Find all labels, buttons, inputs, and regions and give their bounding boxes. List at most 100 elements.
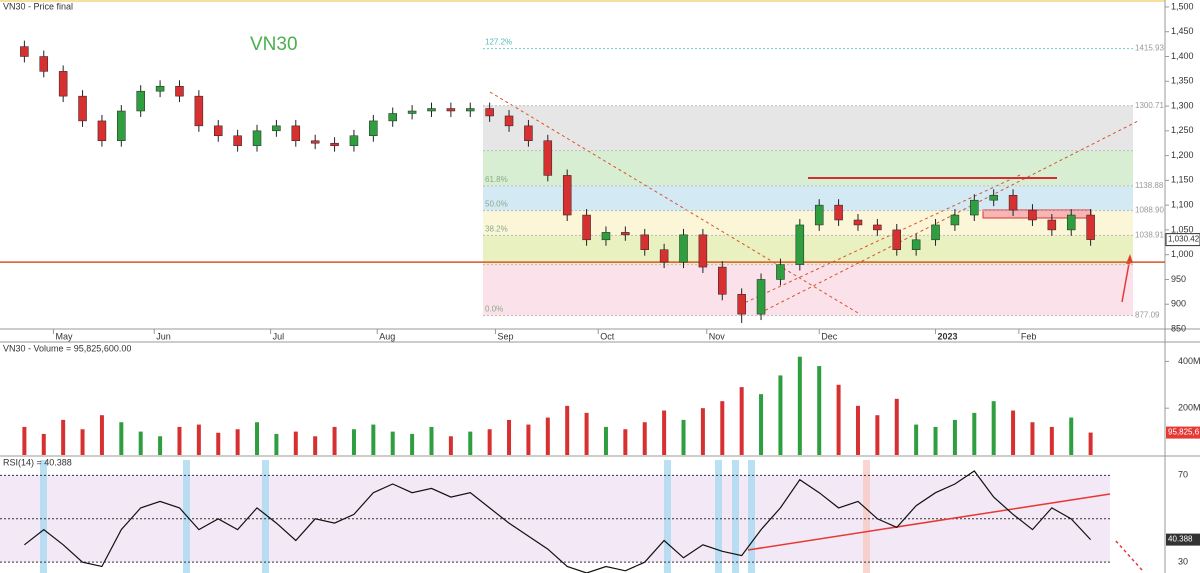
candle-body — [737, 294, 746, 315]
y-tick-label: 1,200 — [1171, 150, 1194, 160]
candle-body — [1047, 219, 1057, 231]
trend-line — [759, 119, 1141, 314]
volume-bar — [119, 422, 124, 455]
x-tick-label: 2023 — [938, 331, 958, 341]
candle-body — [601, 232, 611, 241]
candle-body — [194, 95, 204, 127]
volume-bar — [952, 419, 957, 455]
candle-body — [427, 108, 436, 112]
volume-bar — [332, 426, 337, 455]
candle-body — [621, 232, 630, 236]
y-tick-label: 1,100 — [1171, 200, 1194, 210]
rsi-line — [24, 470, 1092, 573]
fib-price: 1415.93 — [1135, 44, 1164, 53]
candle-body — [873, 224, 882, 231]
candle-body — [117, 110, 126, 141]
candle-body — [58, 71, 68, 97]
candle-body — [582, 214, 591, 241]
volume-bar — [1069, 417, 1074, 455]
y-tick-label: 1,050 — [1171, 224, 1194, 234]
volume-bar — [933, 426, 938, 455]
highlight — [40, 460, 47, 573]
y-tick-label: 1,350 — [1171, 76, 1194, 86]
fib-label: 61.8% — [485, 175, 508, 184]
volume-bar — [255, 422, 260, 455]
volume-bar — [468, 431, 473, 455]
volume-bar — [894, 398, 899, 455]
volume-bar — [448, 436, 453, 455]
chart-title: VN30 - Price final — [3, 1, 73, 11]
volume-bar — [972, 412, 977, 455]
fib-price: 1138.88 — [1135, 181, 1164, 190]
candle-body — [388, 113, 397, 122]
volume-bar — [138, 431, 143, 455]
candle-body — [1066, 214, 1076, 231]
fib-label: 50.0% — [485, 200, 508, 209]
candle-body — [1008, 194, 1018, 211]
candle-body — [504, 115, 514, 127]
candle-body — [20, 46, 29, 57]
candle-body — [640, 234, 649, 250]
volume-bar — [158, 436, 163, 455]
candle-body — [776, 264, 785, 280]
y-tick-label: 1,500 — [1171, 1, 1194, 11]
trend-line — [1121, 257, 1131, 303]
candle-body — [795, 224, 805, 265]
volume-bar — [720, 401, 725, 455]
fib-price: 877.09 — [1135, 311, 1160, 320]
volume-bar — [565, 405, 570, 455]
volume-bar — [177, 426, 182, 455]
candle-body — [659, 249, 669, 263]
x-tick-label: Jul — [273, 331, 285, 341]
volume-bar — [41, 433, 46, 455]
candle-body — [39, 56, 49, 72]
volume-bar — [313, 436, 318, 455]
candle-body — [524, 125, 533, 141]
highlight — [863, 460, 870, 573]
y-tick-label: 30 — [1178, 557, 1188, 567]
highlight — [664, 460, 671, 573]
volume-bar — [1030, 422, 1035, 455]
volume-bar — [196, 424, 201, 455]
last-rsi: 40.388 — [1168, 535, 1193, 544]
volume-title: VN30 - Volume = 95,825,600.00 — [3, 343, 131, 353]
fib-price: 1038.91 — [1135, 231, 1164, 240]
volume-bar — [80, 429, 85, 455]
y-tick-label: 850 — [1171, 323, 1186, 333]
fib-price: 1300.71 — [1135, 101, 1164, 110]
rsi-zone — [0, 475, 1110, 563]
volume-bar — [778, 375, 783, 455]
candle-body — [485, 108, 494, 117]
volume-bar — [545, 417, 550, 455]
volume-bar — [875, 415, 880, 455]
x-tick-label: Oct — [600, 331, 615, 341]
last-box — [1165, 233, 1200, 247]
highlight — [262, 460, 269, 573]
candle-body — [252, 130, 262, 146]
fib-band — [483, 235, 1133, 265]
volume-bar — [817, 366, 822, 455]
highlight — [715, 460, 722, 573]
volume-bar — [1011, 410, 1016, 455]
rsi-title: RSI(14) = 40.388 — [3, 457, 72, 467]
volume-bar — [274, 433, 279, 455]
volume-bar — [410, 433, 415, 455]
volume-bar — [797, 356, 802, 455]
candle-body — [272, 125, 281, 132]
highlight — [748, 460, 755, 573]
candle-body — [175, 85, 184, 97]
rsi-trend — [747, 493, 1111, 551]
candle-body — [814, 204, 824, 226]
candle-body — [989, 194, 998, 201]
candle-body — [1086, 214, 1095, 240]
candle-body — [310, 140, 320, 144]
last-box — [1166, 426, 1200, 439]
y-tick-label: 1,150 — [1171, 175, 1194, 185]
candle-body — [466, 108, 475, 112]
candle-body — [330, 142, 339, 146]
fib-band — [483, 264, 1133, 316]
last-volume: 95,825,6 — [1168, 428, 1200, 437]
fib-band — [483, 185, 1133, 211]
x-tick-label: Feb — [1021, 331, 1037, 341]
fib-label: 127.2% — [485, 38, 512, 47]
